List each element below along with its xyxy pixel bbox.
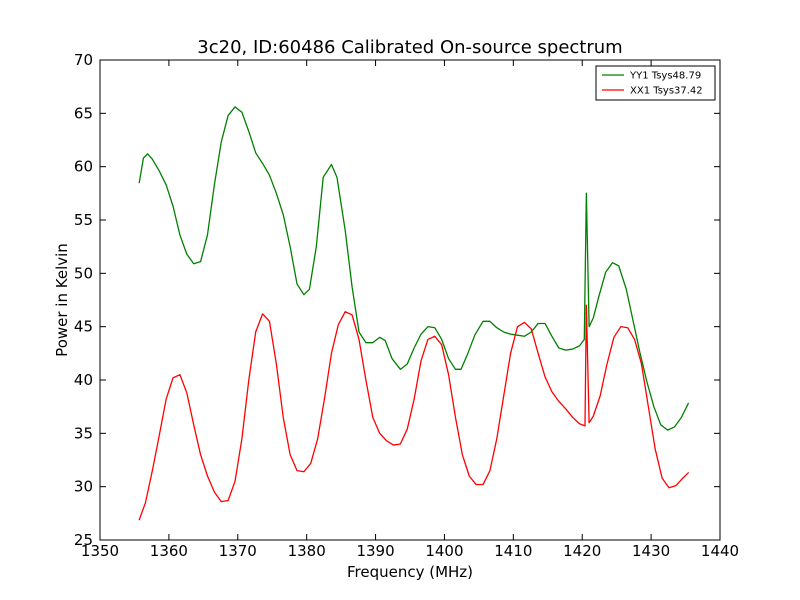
x-tick-label: 1400 <box>425 542 463 560</box>
x-axis: 1350 1360 1370 1380 1390 1400 1410 1420 1430 1440 <box>81 60 739 560</box>
series-line-yy1 <box>138 106 689 431</box>
y-tick-label: 60 <box>74 158 93 176</box>
legend-label-yy1: YY1 Tsys48.79 <box>629 71 701 82</box>
y-tick-label: 25 <box>74 531 93 549</box>
legend-label-xx1: XX1 Tsys37.42 <box>630 86 703 97</box>
axes-frame <box>99 59 721 541</box>
y-tick-label: 35 <box>74 424 93 442</box>
y-tick-label: 30 <box>74 478 93 496</box>
x-tick-label: 1420 <box>563 542 601 560</box>
x-tick-label: 1350 <box>81 542 119 560</box>
y-tick-label: 40 <box>74 371 93 389</box>
y-axis-label: Power in Kelvin <box>53 243 71 357</box>
y-tick-label: 45 <box>74 318 93 336</box>
plot-area <box>138 106 689 521</box>
x-tick-label: 1410 <box>494 542 532 560</box>
x-tick-label: 1390 <box>356 542 394 560</box>
x-tick-label: 1360 <box>150 542 188 560</box>
x-tick-label: 1380 <box>288 542 326 560</box>
series-line-xx1 <box>138 304 689 521</box>
x-tick-label: 1370 <box>219 542 257 560</box>
x-tick-label: 1440 <box>701 542 739 560</box>
y-tick-label: 50 <box>74 264 93 282</box>
chart-title: 3c20, ID:60486 Calibrated On-source spec… <box>197 37 622 58</box>
legend-box <box>595 65 716 101</box>
y-tick-label: 70 <box>74 51 93 69</box>
x-axis-label: Frequency (MHz) <box>347 563 473 581</box>
x-tick-label: 1430 <box>632 542 670 560</box>
y-tick-label: 55 <box>74 211 93 229</box>
legend: YY1 Tsys48.79 XX1 Tsys37.42 <box>595 65 716 101</box>
y-axis: 25 30 35 40 45 50 55 60 65 70 <box>74 51 720 549</box>
y-tick-label: 65 <box>74 104 93 122</box>
